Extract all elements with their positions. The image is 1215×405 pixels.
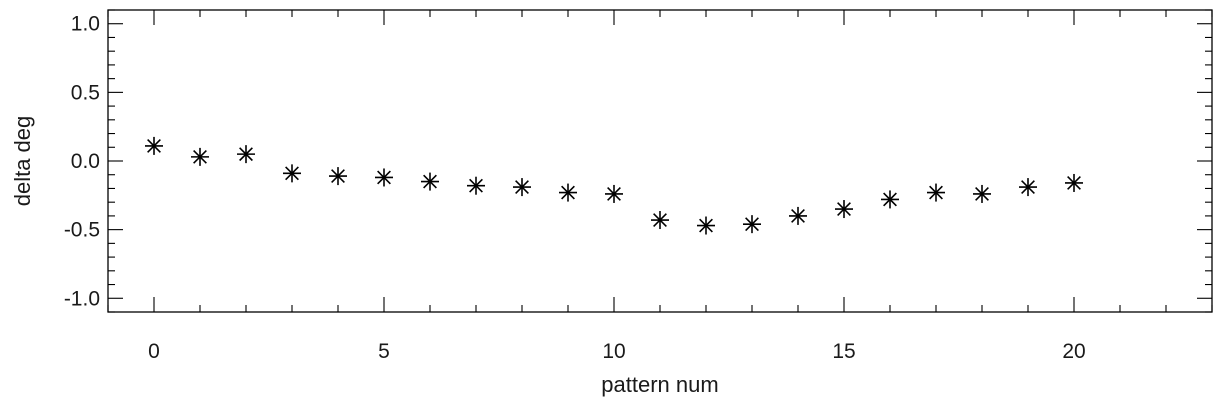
data-point: [559, 183, 577, 202]
asterisk-stroke: [423, 174, 437, 189]
data-point: [973, 184, 991, 203]
y-tick-label: 1.0: [71, 13, 100, 36]
asterisk-stroke: [561, 185, 575, 200]
tick-labels: 0 5 10 15 20 1.0 0.5 0.0 -0.5 -1.0: [64, 13, 1086, 363]
data-point: [651, 211, 669, 230]
data-point: [789, 206, 807, 225]
x-tick-label: 10: [602, 340, 625, 363]
data-point: [329, 167, 347, 186]
asterisk-stroke: [653, 213, 667, 227]
data-point: [605, 184, 623, 203]
y-tick-label: -1.0: [64, 287, 100, 310]
data-point: [191, 147, 209, 166]
asterisk-stroke: [285, 166, 299, 181]
x-axis-label: pattern num: [601, 372, 718, 397]
data-point: [467, 176, 485, 195]
x-tick-label: 20: [1062, 340, 1085, 363]
asterisk-stroke: [515, 180, 529, 195]
y-tick-label: 0.5: [71, 81, 100, 104]
data-point: [421, 172, 439, 191]
x-tick-label: 0: [148, 340, 160, 363]
asterisk-stroke: [1067, 176, 1081, 190]
asterisk-stroke: [975, 187, 989, 201]
asterisk-stroke: [929, 185, 943, 200]
data-point: [237, 145, 255, 164]
data-point: [375, 168, 393, 187]
data-point: [743, 215, 761, 234]
asterisk-stroke: [331, 169, 345, 184]
data-point: [145, 136, 163, 155]
y-axis-label: delta deg: [10, 116, 35, 207]
asterisk-stroke: [469, 178, 483, 193]
asterisk-stroke: [883, 192, 897, 207]
asterisk-stroke: [607, 187, 621, 201]
data-point: [283, 164, 301, 183]
data-point: [513, 178, 531, 197]
data-point: [835, 200, 853, 219]
asterisk-stroke: [193, 149, 207, 164]
asterisk-stroke: [791, 208, 805, 223]
asterisk-stroke: [745, 217, 759, 232]
data-points: [145, 136, 1083, 235]
data-point: [1019, 178, 1037, 197]
asterisk-stroke: [1021, 180, 1035, 195]
asterisk-stroke: [837, 202, 851, 216]
data-point: [881, 190, 899, 209]
asterisk-stroke: [699, 218, 713, 233]
axis-ticks: [107, 9, 1213, 313]
data-point: [697, 216, 715, 235]
plot-frame: [107, 9, 1213, 313]
y-tick-label: 0.0: [71, 150, 100, 173]
data-point: [927, 183, 945, 202]
asterisk-stroke: [147, 138, 161, 153]
y-tick-label: -0.5: [64, 219, 100, 242]
data-point: [1065, 173, 1083, 192]
x-tick-label: 5: [378, 340, 390, 363]
x-tick-label: 15: [832, 340, 855, 363]
asterisk-stroke: [377, 170, 391, 185]
asterisk-stroke: [239, 147, 253, 162]
